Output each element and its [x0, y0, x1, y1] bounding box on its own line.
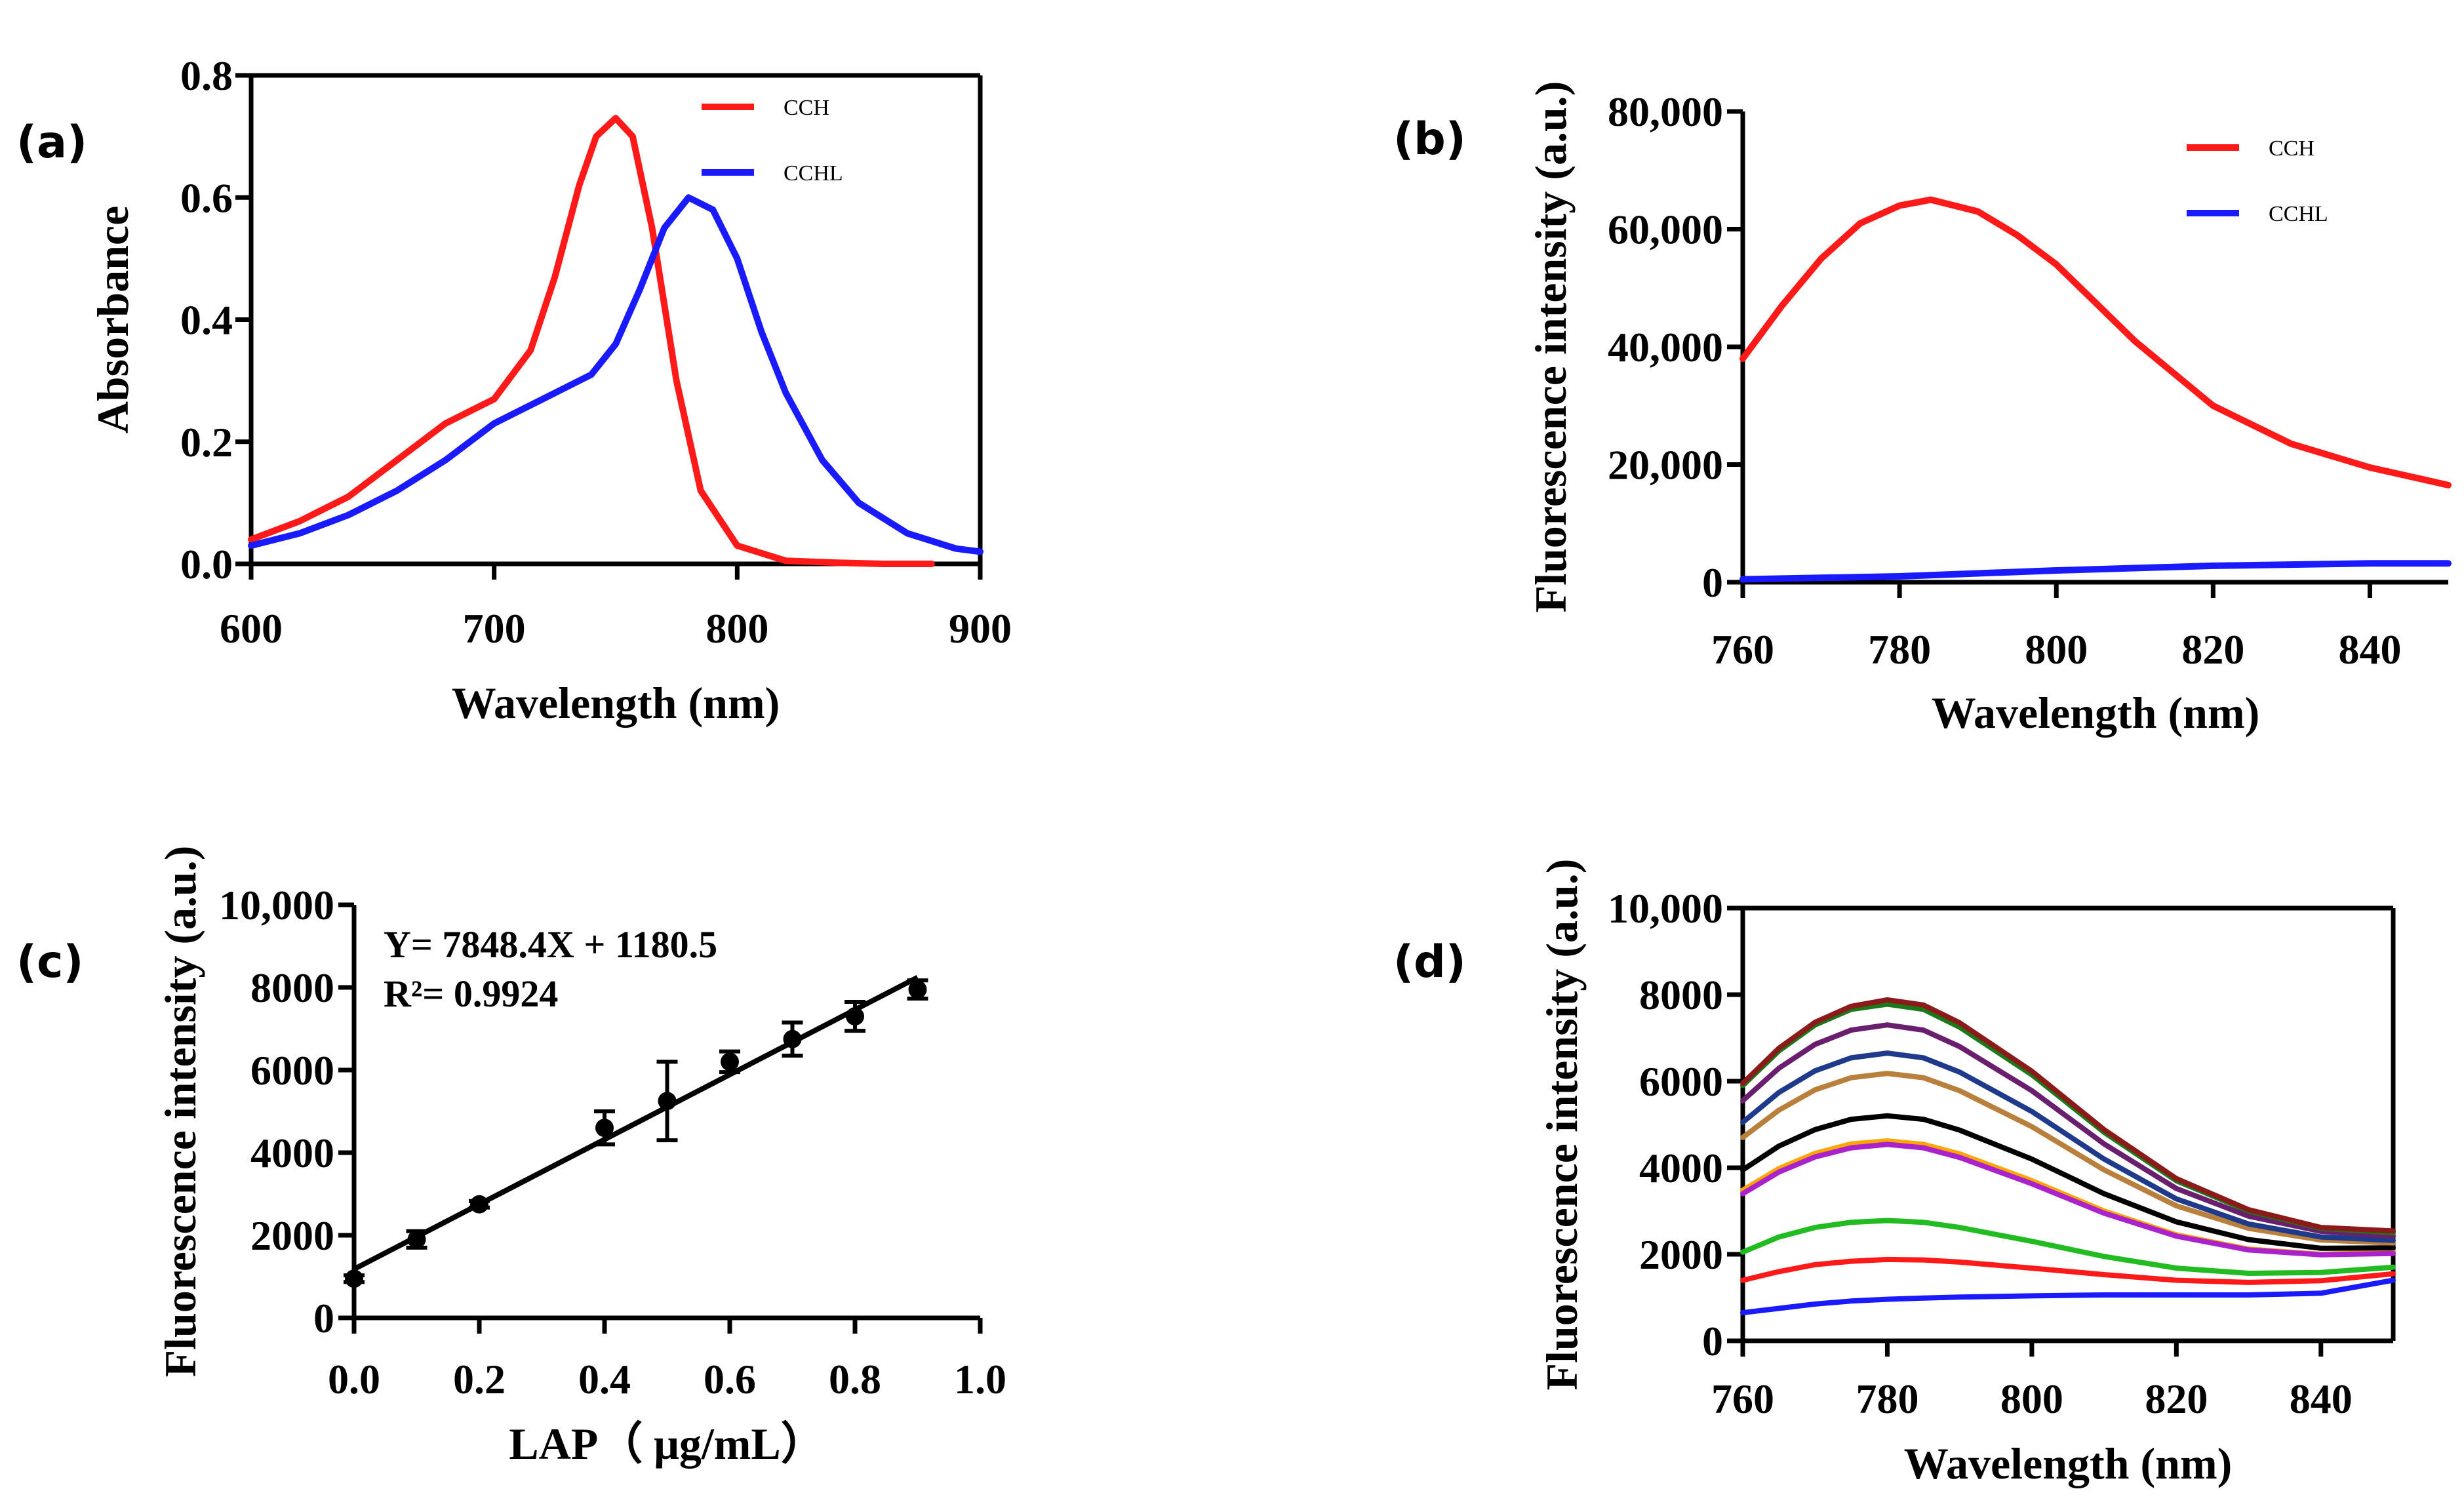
x-tick-label: 700 — [463, 605, 526, 652]
panel-label: (b) — [1393, 113, 1466, 165]
x-tick-label: 0.2 — [453, 1356, 506, 1402]
y-tick-label: 6000 — [1639, 1058, 1723, 1105]
series-line-cch — [248, 115, 935, 567]
y-tick-label: 0.0 — [180, 541, 233, 587]
y-tick-label: 2000 — [250, 1212, 334, 1259]
y-axis-title: Fluorescence intensity (a.u.) — [1526, 81, 1576, 613]
y-axis-title: Fluorescence intensity (a.u.) — [1537, 859, 1587, 1391]
y-tick-label: 40,000 — [1608, 324, 1723, 370]
series-line-s9 — [1740, 1022, 2396, 1239]
data-point — [470, 1195, 488, 1214]
y-tick-label: 6000 — [250, 1047, 334, 1094]
panel-label: (d) — [1393, 936, 1466, 988]
data-point — [345, 1269, 363, 1288]
x-tick-label: 840 — [2290, 1376, 2353, 1422]
y-tick-label: 0 — [313, 1295, 334, 1341]
legend-label-cch: CCH — [784, 96, 829, 120]
y-tick-label: 8000 — [1639, 972, 1723, 1018]
x-tick-label: 900 — [949, 605, 1012, 652]
panel-d: 760 780 800 820 840 0 2000 4000 6000 8000 10,000 Wa… — [1393, 859, 2396, 1488]
x-tick-label: 1.0 — [954, 1356, 1006, 1402]
y-tick-label: 8000 — [250, 964, 334, 1011]
y-axis-title: Absorbance — [88, 206, 138, 434]
x-tick-label: 600 — [220, 605, 283, 652]
x-tick-label: 800 — [705, 605, 768, 652]
y-tick-label: 4000 — [250, 1130, 334, 1176]
x-tick-label: 820 — [2145, 1376, 2208, 1422]
y-tick-label: 10,000 — [219, 882, 334, 928]
series-line-s1 — [1740, 1277, 2396, 1316]
fit-equation: Y= 7848.4X + 1180.5 — [384, 923, 717, 966]
x-axis-title: Wavelength (nm) — [452, 678, 780, 728]
y-tick-label: 60,000 — [1608, 207, 1723, 253]
y-tick-label: 2000 — [1639, 1231, 1723, 1278]
data-point — [407, 1230, 426, 1249]
series-line-s6 — [1740, 1113, 2396, 1251]
legend-label-cchl: CCHL — [2269, 202, 2328, 226]
series-line-cchl — [248, 194, 984, 555]
x-tick-label: 0.0 — [328, 1356, 380, 1402]
series-line-cchl — [1739, 560, 2452, 583]
y-tick-label: 0 — [1702, 1318, 1723, 1364]
x-axis-title: Wavelength (nm) — [1932, 688, 2260, 738]
data-point — [595, 1119, 614, 1138]
y-tick-label: 0.4 — [180, 297, 233, 344]
x-tick-label: 760 — [1711, 626, 1774, 673]
y-tick-label: 0.8 — [180, 52, 233, 99]
x-tick-label: 820 — [2181, 626, 2244, 673]
panel-label: (c) — [16, 936, 83, 988]
legend-label-cchl: CCHL — [784, 161, 843, 186]
y-tick-label: 80,000 — [1608, 89, 1723, 135]
panel-a: 600 700 800 900 0.0 0.2 0.4 0.6 0.8 Wavelength (n… — [16, 52, 1012, 728]
y-tick-label: 0.2 — [180, 419, 233, 466]
data-point — [846, 1007, 864, 1026]
y-tick-label: 10,000 — [1608, 885, 1723, 932]
y-tick-label: 20,000 — [1608, 442, 1723, 488]
x-tick-label: 780 — [1868, 626, 1931, 673]
series-line-s5 — [1740, 1142, 2396, 1258]
data-point — [721, 1052, 739, 1071]
series-line-s7 — [1740, 1071, 2396, 1246]
data-point — [658, 1092, 677, 1111]
y-tick-label: 0.6 — [180, 174, 233, 221]
x-axis-title: LAP（ μg/mL） — [509, 1419, 825, 1469]
panel-c: 0.0 0.2 0.4 0.6 0.8 1.0 0 2000 4000 6000 8000 10,00… — [16, 846, 1006, 1469]
x-tick-label: 0.6 — [704, 1356, 756, 1402]
x-tick-label: 760 — [1711, 1376, 1774, 1422]
series-line-s11 — [1740, 997, 2396, 1234]
data-point — [908, 980, 927, 999]
fit-line — [353, 975, 919, 1272]
x-tick-label: 0.8 — [829, 1356, 881, 1402]
data-point — [783, 1029, 802, 1048]
x-tick-label: 840 — [2338, 626, 2401, 673]
series-line-s3 — [1740, 1218, 2396, 1276]
x-tick-label: 800 — [2000, 1376, 2063, 1422]
panel-b: 760 780 800 820 840 0 20,000 40,000 60,000 80,000… — [1393, 81, 2452, 738]
x-tick-label: 0.4 — [578, 1356, 631, 1402]
y-axis-title: Fluorescence intensity (a.u.) — [155, 846, 205, 1378]
x-axis-title: Wavelength (nm) — [1904, 1439, 2233, 1488]
panel-label: (a) — [16, 117, 87, 169]
x-tick-label: 800 — [2025, 626, 2088, 673]
series-line-s8 — [1740, 1050, 2396, 1243]
y-tick-label: 4000 — [1639, 1145, 1723, 1191]
x-tick-label: 780 — [1856, 1376, 1918, 1422]
r-squared: R²= 0.9924 — [384, 972, 558, 1015]
legend-label-cch: CCH — [2269, 136, 2315, 161]
series-line-cch — [1739, 196, 2452, 488]
y-tick-label: 0 — [1702, 559, 1723, 606]
series-line-s2 — [1740, 1256, 2396, 1285]
